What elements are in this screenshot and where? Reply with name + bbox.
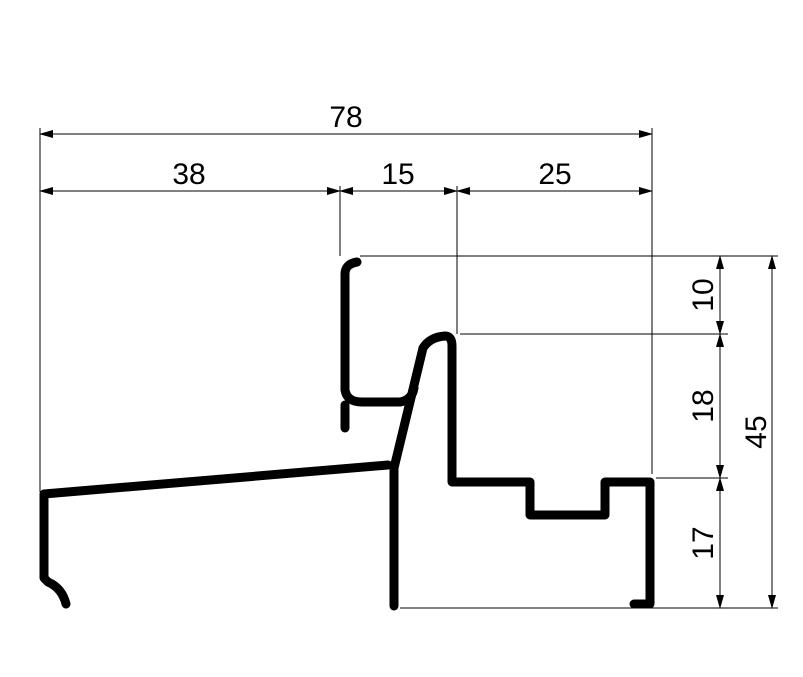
dim-label-middle-width: 15 <box>381 158 414 191</box>
extension-lines <box>39 128 778 609</box>
dim-label-right-width: 25 <box>538 158 571 191</box>
dim-label-bottom-height: 17 <box>687 526 720 559</box>
profile-sill-flange <box>39 460 393 609</box>
profile-section <box>39 257 655 611</box>
horizontal-dimensions: 78 38 15 25 <box>39 101 653 195</box>
profile-main-web <box>389 331 655 611</box>
dim-label-overall-width: 78 <box>329 101 362 134</box>
dim-label-top-height: 10 <box>687 278 720 311</box>
profile-glazing-lip <box>340 257 419 407</box>
vertical-dimensions: 10 18 17 45 <box>687 255 776 609</box>
dim-label-middle-height: 18 <box>687 389 720 422</box>
dim-label-overall-height: 45 <box>740 415 773 448</box>
dim-label-left-width: 38 <box>172 158 205 191</box>
